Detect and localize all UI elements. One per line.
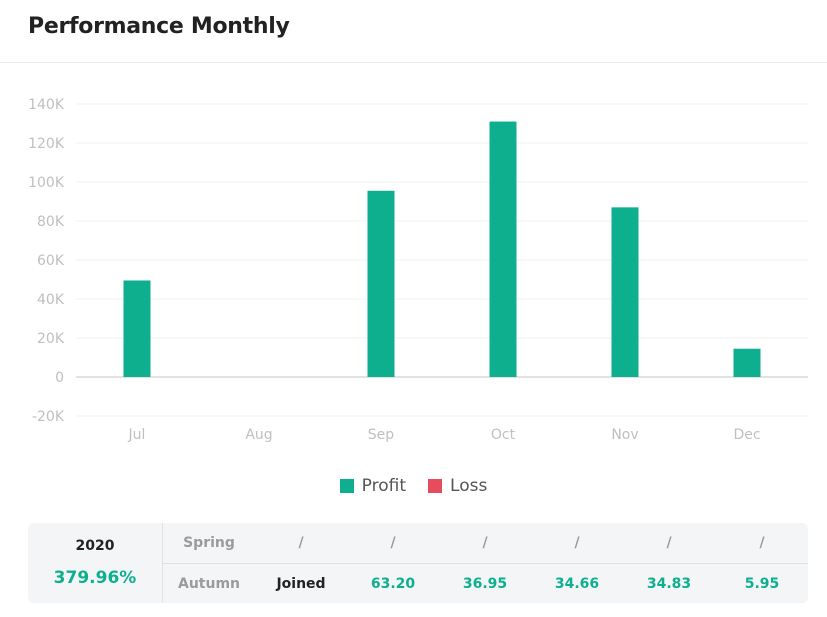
y-tick-label: -20K (32, 409, 65, 425)
year-return-value: 379.96% (53, 568, 137, 588)
y-tick-label: 60K (37, 253, 65, 269)
x-tick-label: Jul (128, 427, 146, 443)
x-tick-label: Sep (368, 427, 395, 443)
x-tick-label: Oct (491, 427, 516, 443)
y-tick-label: 40K (37, 292, 65, 308)
y-tick-label: 80K (37, 214, 65, 230)
x-tick-label: Dec (733, 427, 760, 443)
autumn-value: 34.66 (554, 576, 600, 592)
bar-profit (489, 121, 517, 377)
spring-value: / (574, 535, 580, 551)
autumn-value: 5.95 (744, 576, 780, 592)
y-tick-label: 100K (28, 175, 65, 191)
spring-value: / (390, 535, 396, 551)
legend-swatch-loss (428, 479, 443, 493)
autumn-value: 36.95 (462, 576, 508, 592)
legend-label-loss: Loss (450, 476, 488, 496)
bar-profit (733, 348, 761, 377)
row-label-autumn: Autumn (177, 576, 240, 592)
bar-profit (367, 190, 395, 377)
row-label-spring: Spring (183, 535, 235, 551)
y-tick-label: 120K (28, 136, 65, 152)
y-tick-label: 20K (37, 331, 65, 347)
legend-swatch-profit (339, 479, 354, 493)
bar-chart: 140K 120K 100K 80K 60K 40K 20K 0 -20K Jul Aug Sep Oc… (28, 97, 808, 443)
spring-value: / (482, 535, 488, 551)
autumn-value: 63.20 (370, 576, 416, 592)
x-tick-label: Aug (245, 427, 272, 443)
title-divider (0, 62, 827, 63)
legend-item-loss[interactable]: Loss (428, 476, 487, 496)
x-tick-label: Nov (611, 427, 638, 443)
y-tick-label: 0 (55, 370, 64, 386)
bar-profit (611, 207, 639, 377)
y-tick-label: 140K (28, 97, 65, 113)
chart-title: Performance Monthly (28, 14, 290, 39)
year-summary: 2020 379.96% (28, 523, 163, 603)
autumn-joined-label: Joined (276, 576, 326, 592)
row-divider (162, 563, 808, 564)
spring-value: / (666, 535, 672, 551)
legend-item-profit[interactable]: Profit (339, 476, 407, 496)
chart-legend: Profit Loss (0, 476, 827, 496)
stats-panel: 2020 379.96% Spring / / / / / / Autumn J… (28, 523, 808, 603)
spring-value: / (759, 535, 765, 551)
year-label: 2020 (75, 538, 115, 554)
bar-profit (123, 280, 151, 377)
autumn-value: 34.83 (646, 576, 692, 592)
spring-value: / (298, 535, 304, 551)
legend-label-profit: Profit (361, 476, 407, 496)
